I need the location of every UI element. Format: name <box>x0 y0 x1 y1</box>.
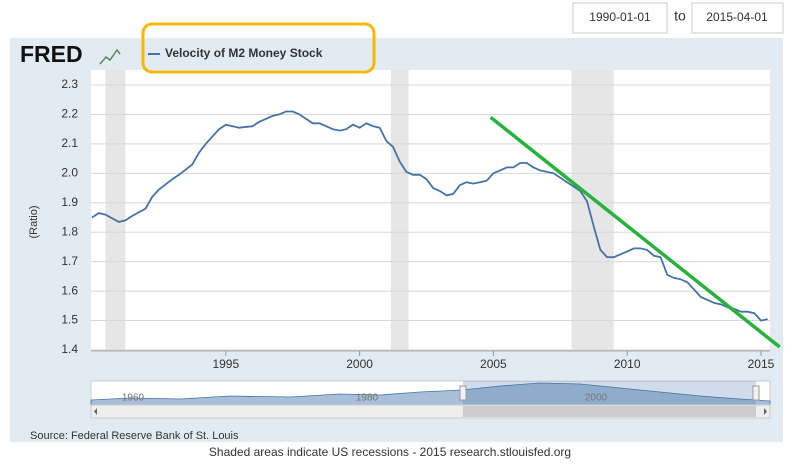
y-axis-label: (Ratio) <box>28 205 40 238</box>
scrollbar-thumb[interactable] <box>463 406 756 417</box>
plot-background <box>91 70 770 352</box>
y-tick-label: 2.1 <box>61 136 78 150</box>
navigator-label: 2000 <box>585 393 608 404</box>
y-tick-label: 1.8 <box>61 224 78 238</box>
y-tick-label: 1.7 <box>61 254 78 268</box>
series-line <box>91 110 768 322</box>
x-tick-label: 1995 <box>212 357 239 371</box>
y-tick-label: 1.5 <box>61 313 78 327</box>
logo-icon <box>99 48 121 65</box>
x-tick-label: 2015 <box>748 357 775 371</box>
navigator-handle[interactable] <box>459 385 467 401</box>
x-tick-label: 2010 <box>614 357 641 371</box>
plot-area <box>91 70 770 351</box>
x-tick-label: 2005 <box>480 357 507 371</box>
y-tick-label: 2.2 <box>61 107 78 121</box>
end-date-input[interactable] <box>691 2 784 34</box>
date-separator: to <box>674 8 686 24</box>
navigator-series <box>90 382 771 406</box>
recession-band <box>390 70 409 350</box>
trend-line <box>489 116 781 349</box>
legend-label[interactable]: Velocity of M2 Money Stock <box>165 46 323 60</box>
end-date: 2015-04-01 <box>706 10 768 24</box>
recession-band <box>105 70 126 350</box>
navigator-label: 1960 <box>122 393 145 404</box>
navigator-label: 1980 <box>356 393 379 404</box>
start-date-input[interactable] <box>572 2 668 34</box>
y-tick-label: 1.6 <box>61 283 78 297</box>
y-tick-label: 1.4 <box>61 342 78 356</box>
navigator-handle[interactable] <box>752 385 760 401</box>
navigator-selection[interactable] <box>463 381 756 405</box>
y-tick-label: 2.3 <box>61 77 78 91</box>
y-tick-label: 2.0 <box>61 166 78 180</box>
x-tick-label: 2000 <box>346 357 373 371</box>
start-date: 1990-01-01 <box>589 10 651 24</box>
source: Source: Federal Reserve Bank of St. Loui… <box>30 430 239 442</box>
y-tick-label: 1.9 <box>61 195 78 209</box>
logo: FRED <box>20 41 83 67</box>
highlight-box <box>141 22 376 74</box>
footer: Shaded areas indicate US recessions - 20… <box>209 445 571 459</box>
